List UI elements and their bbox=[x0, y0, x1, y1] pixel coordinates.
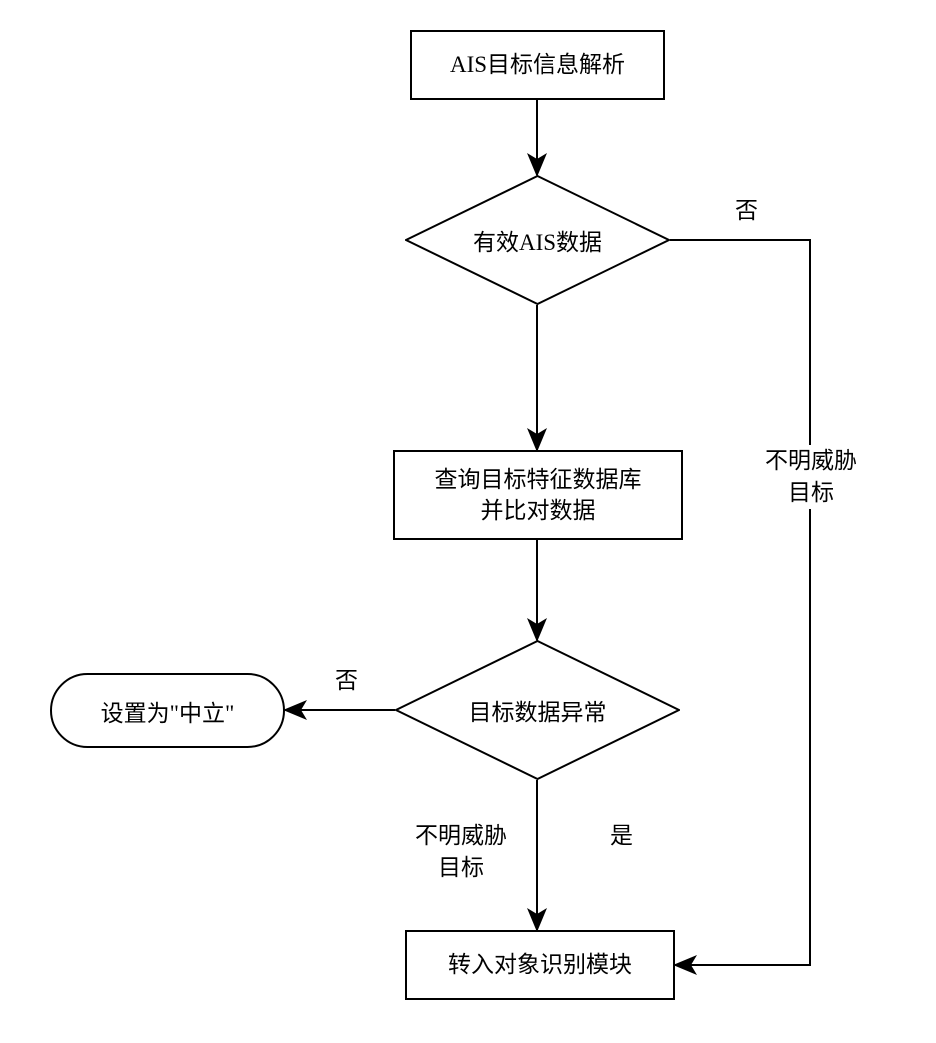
flowchart-process-node: 转入对象识别模块 bbox=[405, 930, 675, 1000]
flowchart-edge bbox=[670, 240, 810, 965]
edge-label: 否 bbox=[335, 665, 358, 697]
flowchart-terminal-node: 设置为"中立" bbox=[50, 673, 285, 748]
flowchart-process-node: AIS目标信息解析 bbox=[410, 30, 665, 100]
flowchart-decision-node: 有效AIS数据 bbox=[405, 175, 670, 305]
flowchart-process-node: 查询目标特征数据库 并比对数据 bbox=[393, 450, 683, 540]
edge-label: 不明威胁 目标 bbox=[415, 820, 507, 884]
edge-label: 否 bbox=[735, 195, 758, 227]
node-label: 目标数据异常 bbox=[395, 640, 680, 780]
edge-label: 不明威胁 目标 bbox=[765, 445, 857, 509]
edge-label: 是 bbox=[610, 820, 633, 852]
flowchart-decision-node: 目标数据异常 bbox=[395, 640, 680, 780]
node-label: 有效AIS数据 bbox=[405, 175, 670, 305]
